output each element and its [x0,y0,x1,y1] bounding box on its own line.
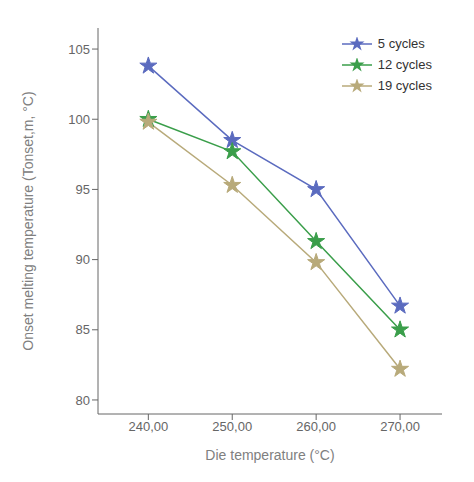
svg-text:270,00: 270,00 [380,419,420,434]
svg-text:90: 90 [76,252,90,267]
svg-text:250,00: 250,00 [212,419,252,434]
svg-text:95: 95 [76,182,90,197]
html-text:19 cycles: 19 cycles [377,78,432,93]
svg-text:240,00: 240,00 [128,419,168,434]
svg-text:100: 100 [68,112,90,127]
html-text:5 cycles: 5 cycles [377,36,425,51]
svg-text:Die temperature (°C): Die temperature (°C) [205,447,334,463]
html-text:12 cycles: 12 cycles [377,57,432,72]
svg-text:260,00: 260,00 [296,419,336,434]
svg-text:105: 105 [68,42,90,57]
svg-text:85: 85 [76,322,90,337]
svg-text:Onset melting temperature (Ton: Onset melting temperature (Tonset,m, °C) [20,91,36,350]
svg-text:80: 80 [76,393,90,408]
